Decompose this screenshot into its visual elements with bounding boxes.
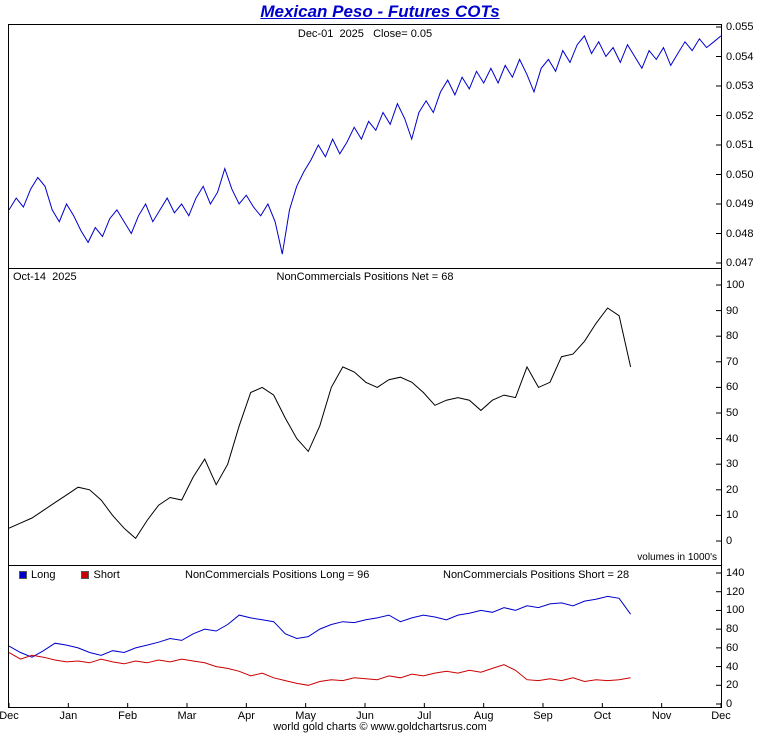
y-tick-label: 0.048 bbox=[726, 227, 754, 240]
y-tick-label: 30 bbox=[726, 458, 739, 471]
legend-long-label: Long bbox=[31, 569, 56, 581]
page-title: Mexican Peso - Futures COTs bbox=[260, 2, 500, 21]
long-swatch-icon bbox=[19, 571, 27, 579]
y-tick-label: 0.051 bbox=[726, 139, 754, 151]
net-date-label: Oct-14 2025 bbox=[13, 271, 77, 283]
x-axis-label: Jan bbox=[59, 710, 78, 722]
net-line bbox=[9, 307, 632, 540]
short-annotation: NonCommercials Positions Short = 28 bbox=[443, 569, 630, 581]
y-tick-label: 80 bbox=[726, 330, 739, 343]
short-swatch-icon bbox=[81, 571, 90, 579]
y-tick-label: 140 bbox=[726, 567, 745, 579]
price-annotation: Dec-01 2025 Close= 0.05 bbox=[297, 28, 433, 40]
y-tick-label: 40 bbox=[726, 432, 739, 445]
price-line bbox=[9, 34, 721, 255]
long-short-line-chart bbox=[9, 572, 721, 707]
x-axis-label: Mar bbox=[177, 710, 197, 722]
legend-item-short: Short bbox=[81, 569, 120, 581]
y-tick-label: 0.050 bbox=[726, 168, 754, 181]
price-line-chart bbox=[9, 26, 721, 264]
x-axis-label: Oct bbox=[593, 710, 611, 722]
y-tick-label: 120 bbox=[726, 585, 745, 598]
y-tick-label: 20 bbox=[726, 679, 739, 692]
y-tick-label: 60 bbox=[726, 381, 739, 394]
y-tick-label: 80 bbox=[726, 623, 739, 636]
y-tick-label: 100 bbox=[726, 604, 745, 617]
y-tick-label: 10 bbox=[726, 509, 739, 522]
y-tick-label: 0.052 bbox=[726, 109, 754, 122]
net-positions-panel: Oct-14 2025 NonCommercials Positions Net… bbox=[9, 269, 721, 565]
short-line bbox=[9, 652, 631, 686]
footer-credit: world gold charts © www.goldchartsrus.co… bbox=[273, 721, 487, 733]
panel-separator bbox=[9, 565, 721, 566]
y-tick-label: 0 bbox=[726, 698, 733, 710]
long-annotation: NonCommercials Positions Long = 96 bbox=[185, 569, 370, 581]
net-line-chart bbox=[9, 284, 721, 542]
y-tick-label: 50 bbox=[726, 407, 739, 419]
y-tick-label: 0 bbox=[726, 535, 733, 547]
x-axis-label: Feb bbox=[118, 710, 138, 722]
y-tick-label: 0.049 bbox=[726, 198, 754, 210]
y-tick-label: 0.054 bbox=[726, 50, 754, 63]
x-axis-label: Aug bbox=[473, 710, 494, 722]
long-short-panel: Long Short NonCommercials Positions Long… bbox=[9, 566, 721, 707]
x-axis-label: Dec bbox=[0, 710, 19, 722]
y-tick-label: 0.047 bbox=[726, 257, 754, 269]
y-tick-label: 0.053 bbox=[726, 80, 754, 92]
panel-separator bbox=[9, 268, 721, 269]
y-tick-label: 70 bbox=[726, 355, 739, 368]
y-tick-label: 90 bbox=[726, 304, 739, 317]
x-axis-label: May bbox=[295, 710, 317, 722]
plot-area: Dec-01 2025 Close= 0.05 Oct-14 2025 NonC… bbox=[8, 24, 722, 708]
x-axis-label: Nov bbox=[651, 710, 672, 722]
long-line bbox=[9, 595, 632, 658]
y-tick-label: 20 bbox=[726, 483, 739, 496]
x-axis-label: Apr bbox=[237, 710, 255, 722]
legend-item-long: Long bbox=[19, 569, 55, 581]
x-axis-label: Dec bbox=[711, 710, 731, 722]
y-tick-label: 40 bbox=[726, 660, 739, 673]
price-panel: Dec-01 2025 Close= 0.05 bbox=[9, 25, 721, 268]
legend: Long Short bbox=[19, 569, 120, 581]
legend-short-label: Short bbox=[93, 569, 120, 581]
volumes-note: volumes in 1000's bbox=[637, 552, 717, 563]
y-tick-label: 60 bbox=[726, 641, 739, 654]
x-axis-label: Jun bbox=[356, 710, 374, 722]
y-tick-label: 100 bbox=[726, 279, 745, 291]
x-axis-label: Sep bbox=[533, 710, 553, 722]
y-tick-label: 0.055 bbox=[726, 21, 754, 33]
x-axis-label: Jul bbox=[417, 710, 432, 722]
net-annotation: NonCommercials Positions Net = 68 bbox=[276, 271, 454, 283]
